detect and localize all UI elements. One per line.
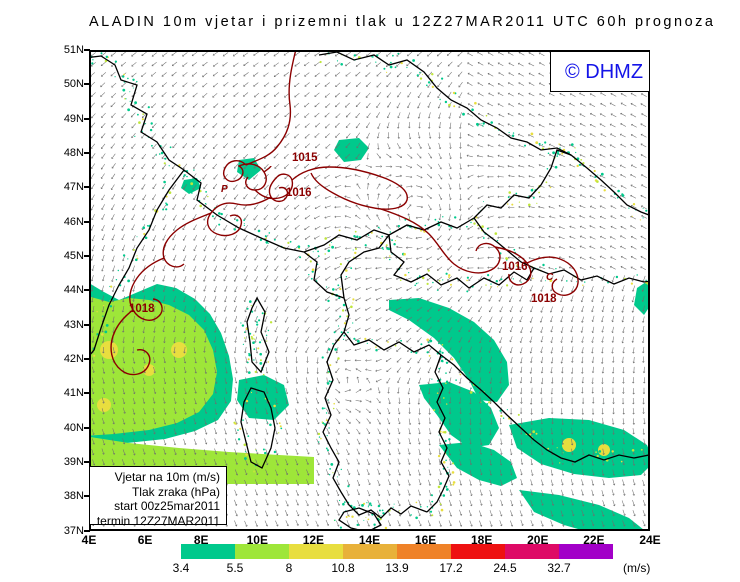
svg-text:1015: 1015 — [292, 152, 318, 164]
svg-text:1016: 1016 — [502, 261, 528, 273]
svg-text:C: C — [546, 272, 554, 283]
svg-text:1018: 1018 — [129, 303, 155, 315]
svg-text:1018: 1018 — [531, 293, 557, 305]
svg-text:1016: 1016 — [286, 187, 312, 199]
svg-text:P: P — [221, 184, 228, 195]
